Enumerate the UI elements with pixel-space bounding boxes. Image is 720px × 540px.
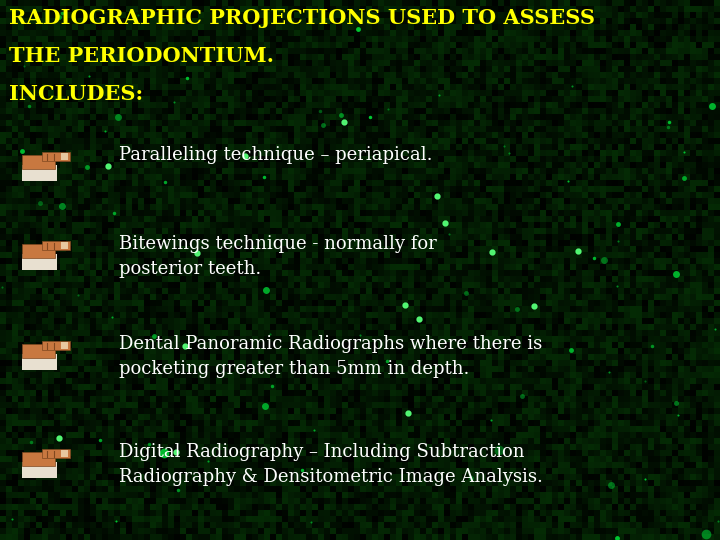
FancyBboxPatch shape (22, 452, 55, 466)
FancyBboxPatch shape (60, 450, 68, 457)
FancyBboxPatch shape (42, 152, 70, 160)
Text: Digital Radiography – Including Subtraction
Radiography & Densitometric Image An: Digital Radiography – Including Subtract… (119, 443, 543, 486)
Text: Dental Panoramic Radiographs where there is
pocketing greater than 5mm in depth.: Dental Panoramic Radiographs where there… (119, 335, 542, 378)
FancyBboxPatch shape (60, 153, 68, 160)
FancyBboxPatch shape (22, 244, 55, 258)
Text: THE PERIODONTIUM.: THE PERIODONTIUM. (9, 46, 274, 66)
FancyBboxPatch shape (42, 449, 70, 457)
Text: RADIOGRAPHIC PROJECTIONS USED TO ASSESS: RADIOGRAPHIC PROJECTIONS USED TO ASSESS (9, 8, 595, 28)
Text: INCLUDES:: INCLUDES: (9, 84, 143, 104)
FancyBboxPatch shape (60, 342, 68, 349)
FancyBboxPatch shape (42, 341, 70, 349)
FancyBboxPatch shape (22, 165, 58, 180)
FancyBboxPatch shape (22, 344, 55, 359)
Text: Bitewings technique - normally for
posterior teeth.: Bitewings technique - normally for poste… (119, 235, 436, 278)
FancyBboxPatch shape (22, 354, 58, 369)
FancyBboxPatch shape (22, 155, 55, 169)
FancyBboxPatch shape (42, 241, 70, 249)
FancyBboxPatch shape (60, 242, 68, 249)
FancyBboxPatch shape (22, 462, 58, 477)
FancyBboxPatch shape (22, 254, 58, 269)
Text: Paralleling technique – periapical.: Paralleling technique – periapical. (119, 146, 432, 164)
